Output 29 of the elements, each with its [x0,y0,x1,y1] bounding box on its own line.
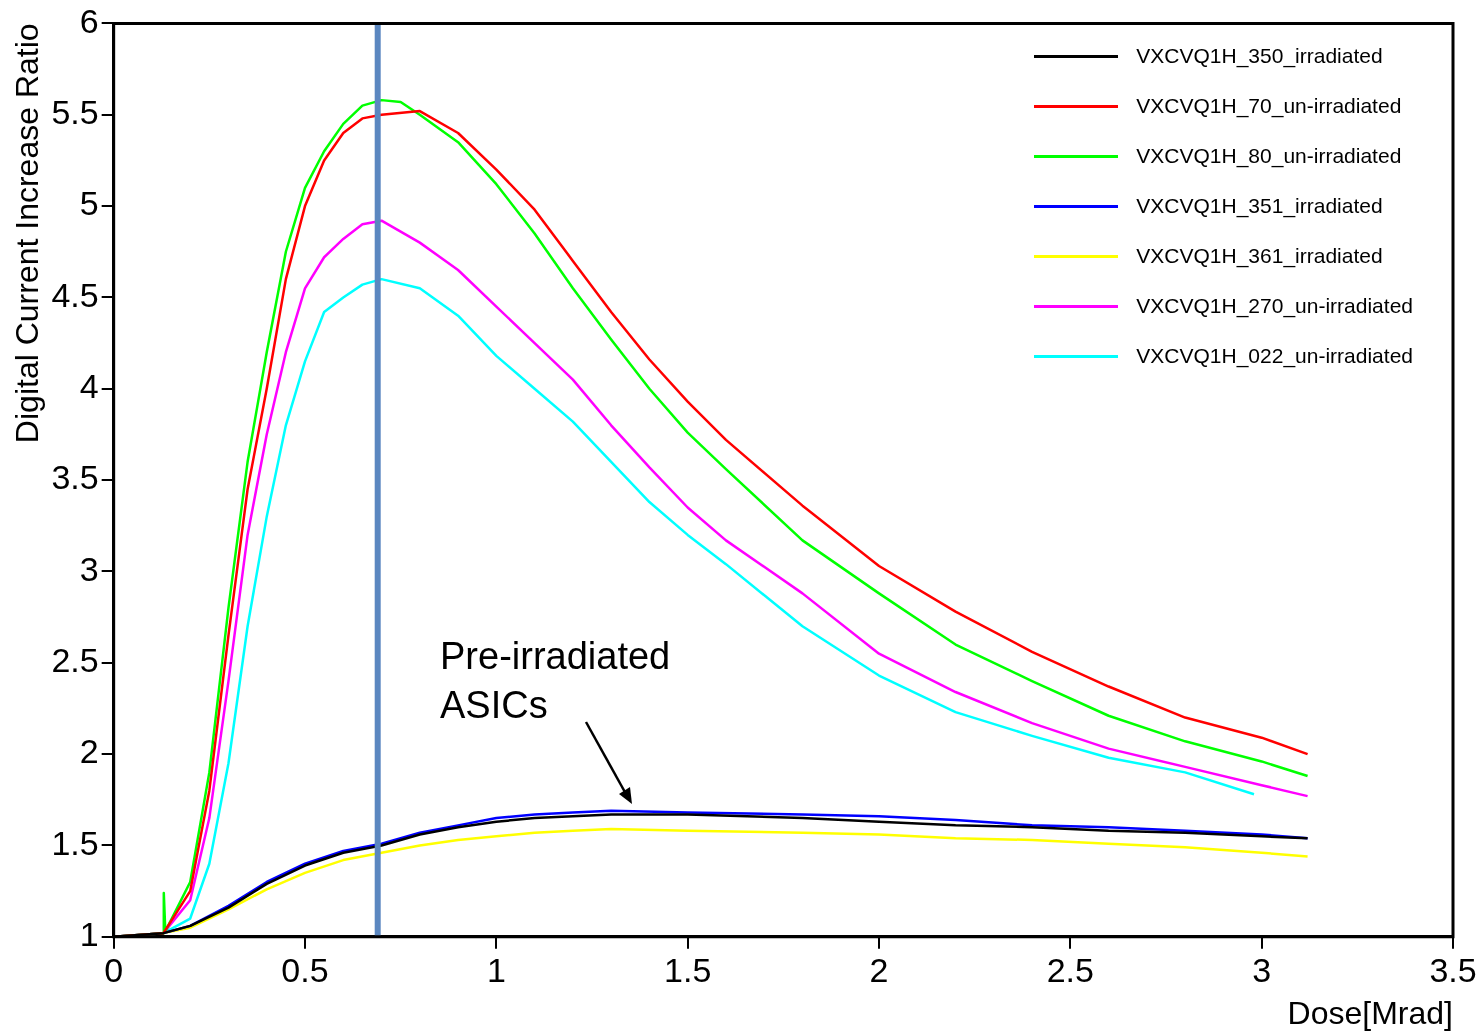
y-axis-title: Digital Current Increase Ratio [9,23,46,444]
y-tick-label: 3 [79,549,99,588]
y-tick-label: 1.5 [51,823,99,862]
y-tick-label: 2.5 [51,641,99,680]
x-tick-label: 0.5 [281,950,329,989]
y-tick-label: 3.5 [51,458,99,497]
legend-label: VXCVQ1H_80_un-irradiated [1136,144,1402,169]
annotation: Pre-irradiated ASICs [440,634,672,729]
legend-label: VXCVQ1H_350_irradiated [1136,44,1383,69]
y-tick-label: 1 [79,915,99,954]
y-tick-label: 2 [79,732,99,771]
legend-label: VXCVQ1H_351_irradiated [1136,194,1383,219]
x-tick-label: 1.5 [664,950,712,989]
x-tick-label: 3 [1252,950,1272,989]
x-tick-label: 1 [486,950,506,989]
x-tick-label: 3.5 [1429,950,1477,989]
y-tick-label: 4.5 [51,275,99,314]
legend-label: VXCVQ1H_361_irradiated [1136,244,1383,269]
x-tick-label: 0 [104,950,124,989]
legend-label: VXCVQ1H_270_un-irradiated [1136,294,1413,319]
x-tick-label: 2.5 [1046,950,1094,989]
y-tick-label: 6 [79,1,99,40]
y-tick-label: 5 [79,184,99,223]
y-tick-label: 5.5 [51,93,99,132]
legend-label: VXCVQ1H_022_un-irradiated [1136,344,1413,369]
x-tick-label: 2 [869,950,889,989]
legend-label: VXCVQ1H_70_un-irradiated [1136,94,1402,119]
y-tick-label: 4 [79,367,99,406]
x-axis-title: Dose[Mrad] [1287,994,1453,1031]
